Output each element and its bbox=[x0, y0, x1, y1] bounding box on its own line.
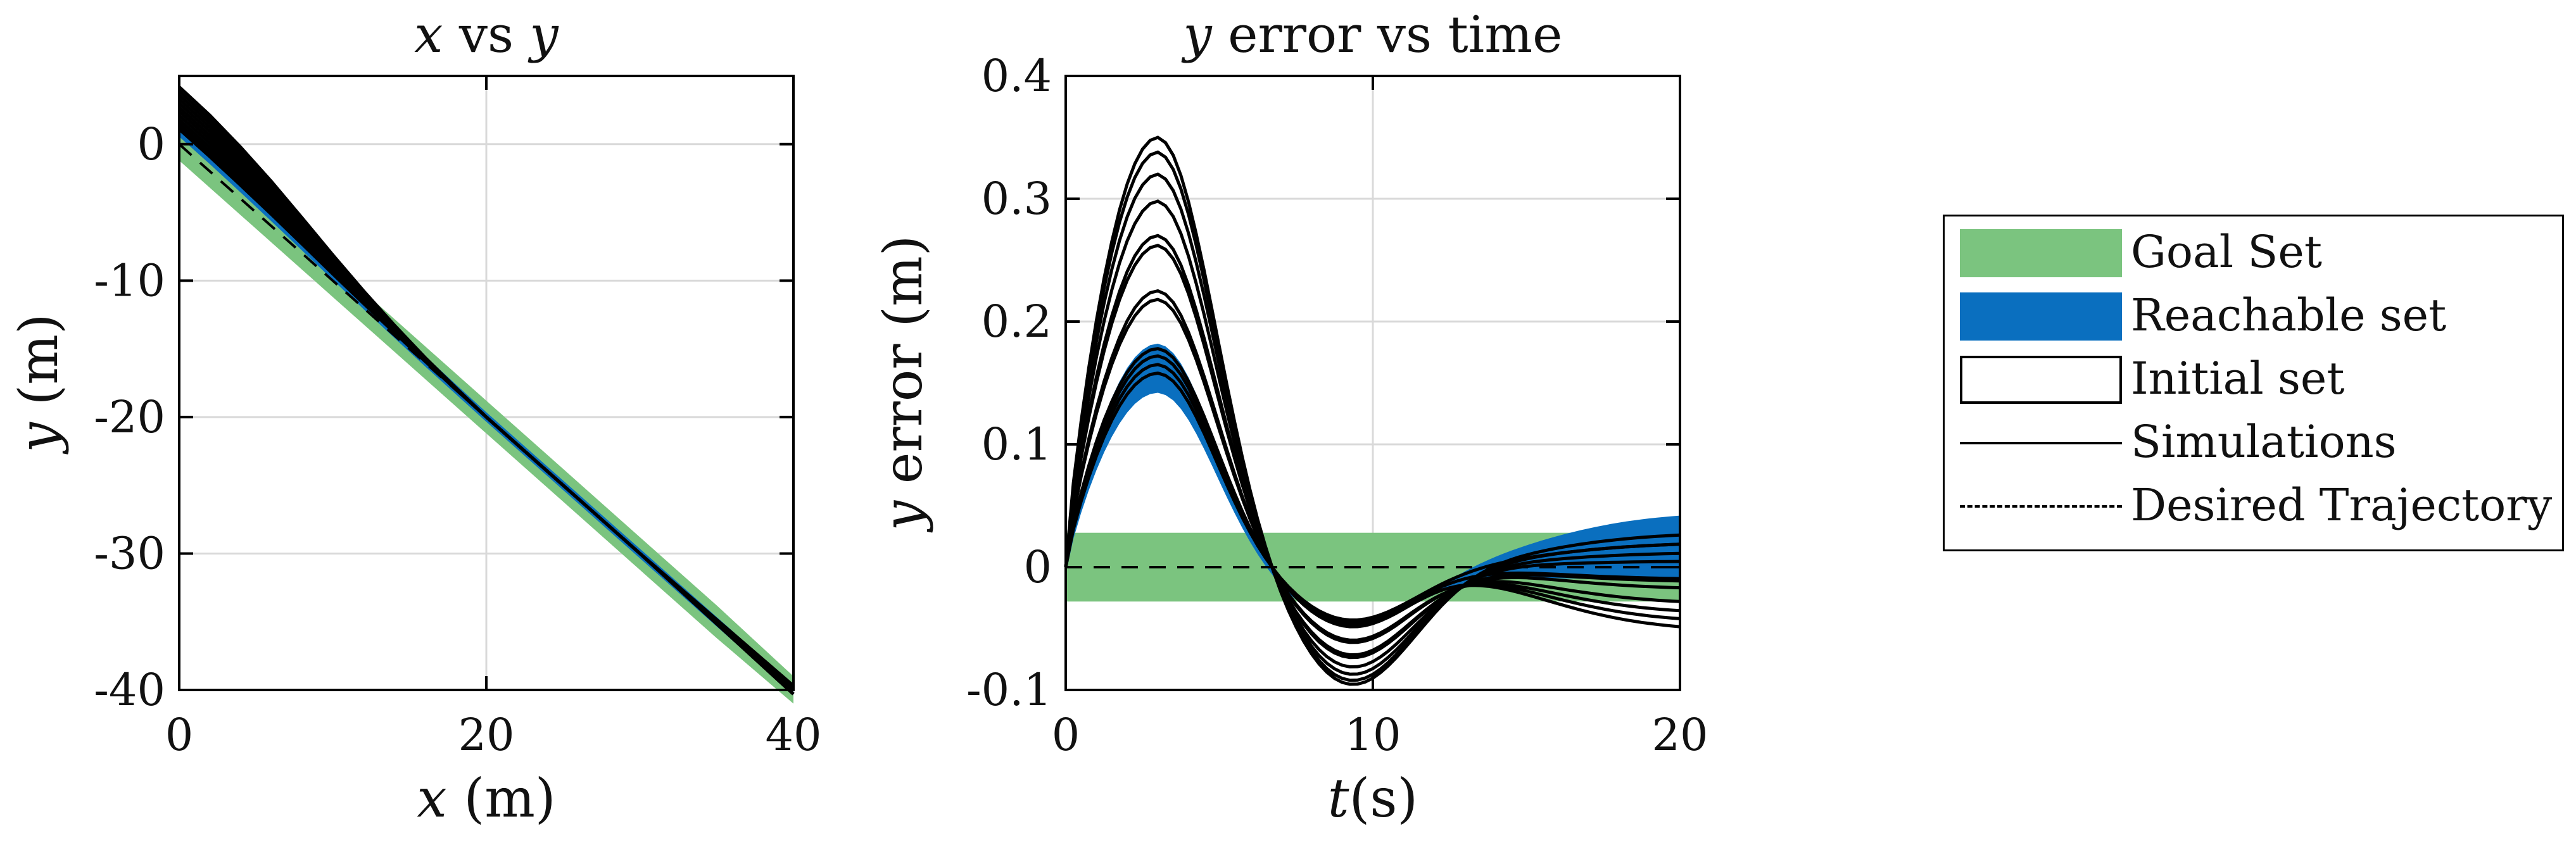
ax2-ylabel: y error (m) bbox=[872, 235, 934, 534]
legend-item-initial-set: Initial set bbox=[1945, 343, 2562, 406]
legend: Goal Set Reachable set Initial set Simul… bbox=[1943, 215, 2564, 551]
legend-item-goal-set: Goal Set bbox=[1945, 216, 2562, 280]
legend-label: Desired Trajectory bbox=[2131, 479, 2553, 531]
desired-trajectory-swatch bbox=[1960, 505, 2122, 508]
ax2-xtick-label: 20 bbox=[1651, 709, 1708, 761]
legend-item-simulations: Simulations bbox=[1945, 406, 2562, 470]
ax1-ytick-label: -10 bbox=[94, 254, 165, 306]
ax1-xtick-label: 40 bbox=[765, 709, 821, 761]
xy-trajectory-plot: 0 20 40 0 -10 -20 -30 -40 x vs y x (m) y (m) bbox=[8, 5, 822, 829]
goal-set-swatch bbox=[1960, 229, 2122, 277]
reachable-set-band bbox=[179, 117, 793, 695]
ax1-ytick-label: -40 bbox=[94, 664, 165, 716]
ax2-ytick-label: 0.1 bbox=[982, 418, 1052, 470]
ax2-xlabel: t(s) bbox=[1328, 767, 1418, 829]
simulation-line bbox=[1064, 347, 1681, 629]
ax1-xlabel: x (m) bbox=[417, 767, 555, 829]
legend-item-desired-trajectory: Desired Trajectory bbox=[1945, 470, 2562, 533]
ax2-title: y error vs time bbox=[1182, 5, 1563, 64]
simulation-line bbox=[1064, 289, 1681, 644]
legend-label: Initial set bbox=[2131, 353, 2345, 404]
legend-item-reachable-set: Reachable set bbox=[1945, 280, 2562, 343]
legend-label: Reachable set bbox=[2131, 289, 2447, 341]
ax2-ytick-label: 0 bbox=[1023, 541, 1052, 593]
ax1-xtick-label: 0 bbox=[165, 709, 194, 761]
simulation-line bbox=[1064, 371, 1681, 622]
simulation-line bbox=[1064, 354, 1681, 629]
reachable-set-swatch bbox=[1960, 292, 2122, 341]
ax1-ytick-label: 0 bbox=[137, 118, 165, 170]
ax1-ytick-label: -20 bbox=[94, 391, 165, 443]
simulation-line bbox=[1064, 172, 1681, 676]
simulation-line bbox=[1064, 363, 1681, 624]
ax2-ytick-label: -0.1 bbox=[966, 664, 1052, 716]
ax1-ytick-label: -30 bbox=[94, 527, 165, 579]
initial-set-swatch bbox=[1960, 356, 2122, 404]
ax2-ytick-label: 0.3 bbox=[982, 173, 1052, 225]
legend-label: Goal Set bbox=[2131, 226, 2322, 278]
ax2-ytick-label: 0.4 bbox=[982, 50, 1052, 102]
ax2-xtick-label: 10 bbox=[1344, 709, 1401, 761]
legend-label: Simulations bbox=[2131, 416, 2397, 468]
simulations-swatch bbox=[1960, 442, 2122, 444]
simulation-line bbox=[1064, 199, 1681, 669]
simulation-line bbox=[1064, 298, 1681, 642]
ax1-xtick-label: 20 bbox=[458, 709, 514, 761]
ax1-ylabel: y (m) bbox=[8, 313, 70, 454]
ax2-xtick-label: 0 bbox=[1052, 709, 1080, 761]
ax1-title: x vs y bbox=[414, 5, 559, 64]
simulation-line bbox=[178, 128, 795, 696]
y-error-plot: 0 10 200.40.30.20.10-0.1y error vs timet(s… bbox=[872, 5, 1708, 829]
simulation-line bbox=[1064, 234, 1681, 660]
desired-trajectory-line bbox=[178, 143, 795, 691]
ax2-ytick-label: 0.2 bbox=[982, 296, 1052, 348]
simulation-line bbox=[1064, 244, 1681, 657]
